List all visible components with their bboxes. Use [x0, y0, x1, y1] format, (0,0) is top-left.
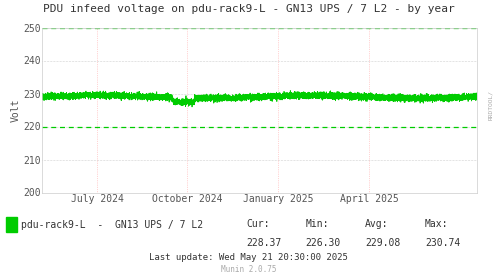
Text: pdu-rack9-L  -  GN13 UPS / 7 L2: pdu-rack9-L - GN13 UPS / 7 L2 — [21, 220, 203, 230]
Text: Max:: Max: — [425, 219, 448, 229]
Text: 228.37: 228.37 — [246, 238, 281, 248]
Y-axis label: Volt: Volt — [10, 98, 20, 122]
Text: Munin 2.0.75: Munin 2.0.75 — [221, 265, 276, 274]
Text: Last update: Wed May 21 20:30:00 2025: Last update: Wed May 21 20:30:00 2025 — [149, 253, 348, 262]
Text: PDU infeed voltage on pdu-rack9-L - GN13 UPS / 7 L2 - by year: PDU infeed voltage on pdu-rack9-L - GN13… — [43, 4, 454, 14]
Text: RRDTOOL/: RRDTOOL/ — [489, 89, 494, 120]
Text: 230.74: 230.74 — [425, 238, 460, 248]
Text: 229.08: 229.08 — [365, 238, 401, 248]
Text: Min:: Min: — [306, 219, 329, 229]
Text: Avg:: Avg: — [365, 219, 389, 229]
Text: 226.30: 226.30 — [306, 238, 341, 248]
Text: Cur:: Cur: — [246, 219, 269, 229]
